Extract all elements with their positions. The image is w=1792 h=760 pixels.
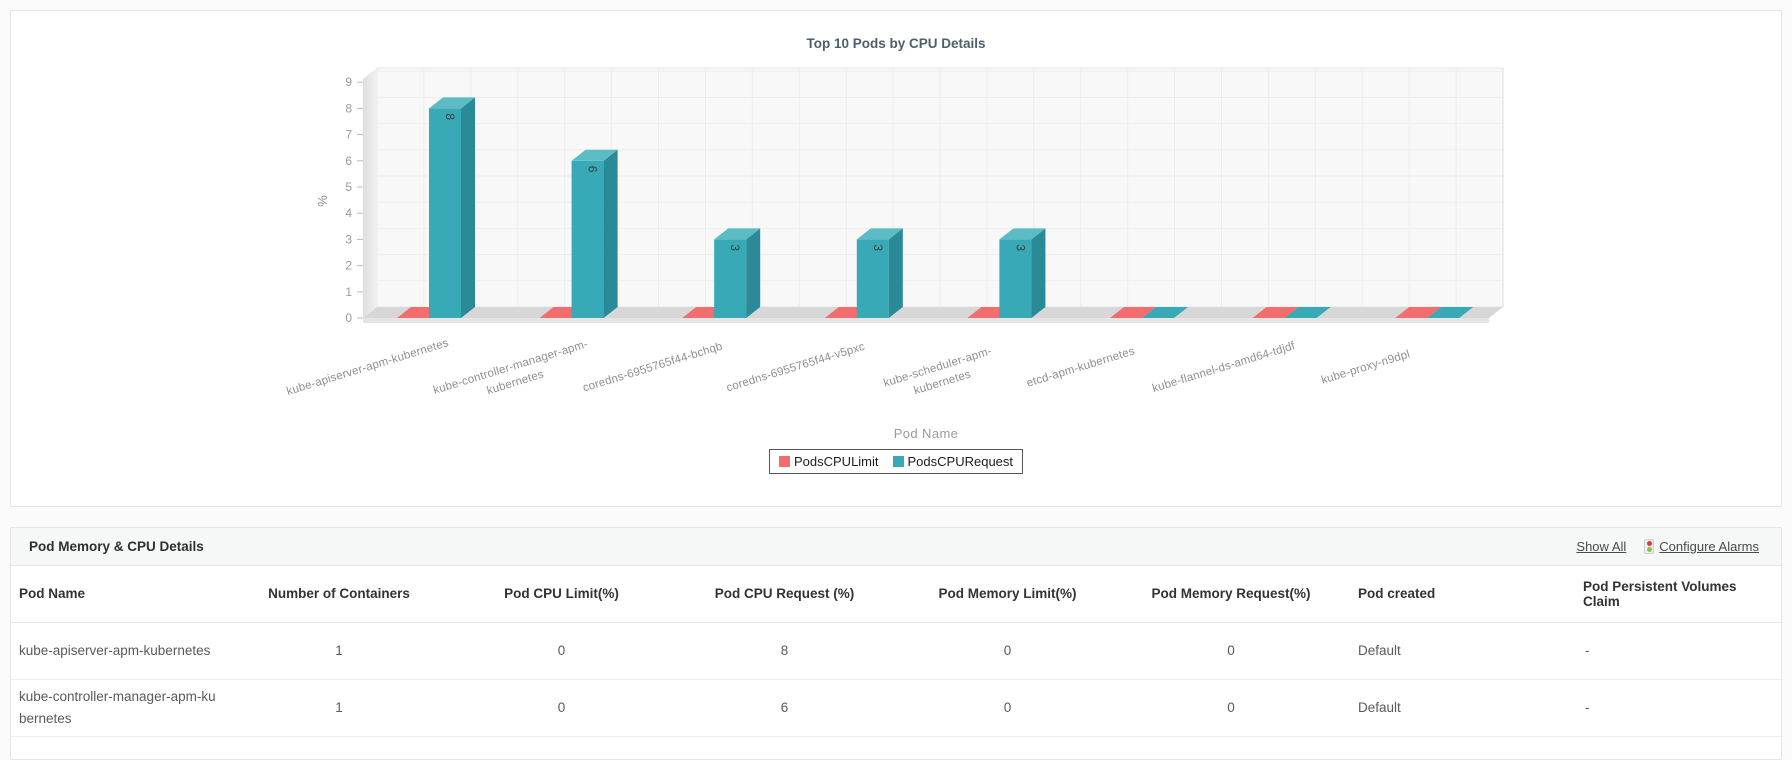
bar-value-label: 6 xyxy=(586,166,600,173)
table-cell: - xyxy=(1573,679,1783,737)
cpu-request-bar xyxy=(1427,307,1474,318)
bar-value-label: 3 xyxy=(871,244,885,251)
green-dot-icon xyxy=(1646,547,1652,552)
pod-details-panel: Pod Memory & CPU Details Show All Config… xyxy=(10,527,1783,760)
cpu-limit-bar xyxy=(1252,307,1299,318)
table-title-bar: Pod Memory & CPU Details Show All Config… xyxy=(11,528,1781,566)
table-cell: 0 xyxy=(899,679,1122,737)
cpu-request-bar-side xyxy=(746,228,761,318)
table-cell: 1 xyxy=(231,622,453,680)
table-header-cell: Pod Memory Limit(%) xyxy=(899,566,1122,623)
table-cell: 0 xyxy=(453,679,676,737)
y-tick-label: 9 xyxy=(345,75,352,89)
legend-label: PodsCPURequest xyxy=(907,454,1014,469)
bar-group[interactable]: 3 xyxy=(682,228,761,318)
table-cell: 0 xyxy=(1122,622,1346,680)
cpu-request-bar xyxy=(714,239,747,318)
y-tick-label: 7 xyxy=(345,128,352,142)
pod-name-cell: kube-apiserver-apm-kubernetes xyxy=(11,622,231,680)
legend-swatch-icon xyxy=(892,456,904,467)
configure-alarms-wrap: Configure Alarms xyxy=(1644,539,1759,554)
cpu-limit-bar xyxy=(1110,307,1156,318)
y-tick-label: 0 xyxy=(345,311,352,325)
bar-group[interactable]: 3 xyxy=(967,228,1046,318)
cpu-request-bar xyxy=(999,239,1032,318)
bar-group[interactable]: 8 xyxy=(397,97,475,319)
table-cell: - xyxy=(1573,622,1783,680)
y-axis-title: % xyxy=(315,195,330,207)
table-title: Pod Memory & CPU Details xyxy=(29,539,204,554)
table-cell: 0 xyxy=(453,622,676,680)
y-tick-label: 1 xyxy=(345,285,352,299)
table-header-row: Pod Name Number of Containers Pod CPU Limi… xyxy=(11,566,1783,623)
table-cell: 6 xyxy=(676,679,899,737)
table-header-cell: Pod Memory Request(%) xyxy=(1122,566,1346,623)
x-axis-title: Pod Name xyxy=(893,426,959,441)
bar-group[interactable]: 3 xyxy=(824,228,903,318)
table-header-cell: Pod created xyxy=(1346,566,1573,623)
cpu-request-bar xyxy=(856,239,889,318)
table-header-cell: Number of Containers xyxy=(231,566,453,623)
bar-group[interactable] xyxy=(1395,307,1474,318)
y-tick-label: 6 xyxy=(345,154,352,168)
table-cell: Default xyxy=(1346,679,1573,737)
table-header-cell: Pod Persistent Volumes Claim xyxy=(1573,566,1783,623)
cpu-limit-bar xyxy=(1395,307,1442,318)
table-cell: 1 xyxy=(231,679,453,737)
cpu-request-bar-top xyxy=(999,228,1046,240)
cpu-request-bar-top xyxy=(714,228,761,240)
table-header-cell: Pod Name xyxy=(11,566,231,623)
y-tick-label: 2 xyxy=(345,259,352,273)
bar-group[interactable] xyxy=(1252,307,1331,318)
cpu-request-bar-top xyxy=(571,149,618,161)
table-cell: Default xyxy=(1346,622,1573,680)
table-header-cell: Pod CPU Request (%) xyxy=(676,566,899,623)
cpu-chart-panel: Top 10 Pods by CPU Details 0 1 2 3 4 5 6 7 8 9% 8 6… xyxy=(10,10,1782,507)
legend-swatch-icon xyxy=(778,456,790,467)
table-cell: 0 xyxy=(1122,679,1346,737)
y-tick-label: 8 xyxy=(345,101,352,115)
cpu-request-bar-top xyxy=(856,228,903,240)
bar-value-label: 3 xyxy=(1013,244,1027,251)
cpu-request-bar xyxy=(1142,307,1188,318)
bar-value-label: 3 xyxy=(728,244,742,251)
table-cell: 8 xyxy=(676,622,899,680)
table-row: kube-controller-manager-apm-kubernetes 1 0… xyxy=(11,679,1783,737)
red-dot-icon xyxy=(1646,541,1652,546)
legend-label: PodsCPULimit xyxy=(793,454,879,469)
table-body: kube-apiserver-apm-kubernetes 1 0 8 0 0 Defaul… xyxy=(11,622,1783,737)
legend-item-podscpulimit[interactable]: PodsCPULimit xyxy=(778,454,879,469)
pod-name-cell: kube-controller-manager-apm-kubernetes xyxy=(11,679,231,737)
bar-group[interactable]: 6 xyxy=(539,149,618,318)
cpu-request-bar xyxy=(571,160,604,318)
y-tick-label: 3 xyxy=(345,232,352,246)
pod-details-table: Pod Name Number of Containers Pod CPU Limi… xyxy=(11,566,1783,737)
cpu-request-bar-side xyxy=(461,97,475,319)
plot-floor-edge xyxy=(363,318,1489,323)
y-tick-label: 4 xyxy=(345,206,352,220)
y-tick-label: 5 xyxy=(345,180,352,194)
table-actions: Show All Configure Alarms xyxy=(1576,539,1759,554)
configure-alarms-link[interactable]: Configure Alarms xyxy=(1659,539,1759,554)
cpu-request-bar xyxy=(1284,307,1331,318)
plot-floor xyxy=(363,307,1503,318)
table-row: kube-apiserver-apm-kubernetes 1 0 8 0 0 Defaul… xyxy=(11,622,1783,680)
chart-title: Top 10 Pods by CPU Details xyxy=(806,36,986,51)
cpu-request-bar xyxy=(429,108,461,319)
cpu-3d-bar-chart: 0 1 2 3 4 5 6 7 8 9% 8 6 3 3 3 xyxy=(315,67,1504,325)
cpu-request-bar-side xyxy=(1031,228,1046,318)
plot-left-wall xyxy=(363,68,377,318)
legend-item-podscpurequest[interactable]: PodsCPURequest xyxy=(892,454,1014,469)
show-all-link[interactable]: Show All xyxy=(1576,539,1627,554)
table-header-cell: Pod CPU Limit(%) xyxy=(453,566,676,623)
bar-value-label: 8 xyxy=(443,113,457,120)
table-cell: 0 xyxy=(899,622,1122,680)
cpu-request-bar-top xyxy=(429,97,475,109)
alarm-status-icon xyxy=(1644,539,1655,554)
bar-group[interactable] xyxy=(1110,307,1188,318)
cpu-request-bar-side xyxy=(888,228,903,318)
cpu-request-bar-side xyxy=(603,149,618,318)
chart-legend: PodsCPULimit PodsCPURequest xyxy=(768,449,1024,474)
